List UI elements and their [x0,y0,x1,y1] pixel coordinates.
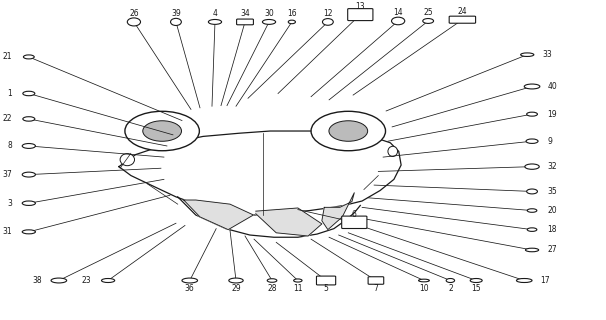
Text: 21: 21 [2,52,12,61]
Ellipse shape [527,112,538,116]
Text: 39: 39 [171,9,181,18]
Ellipse shape [288,20,296,24]
Text: 6: 6 [352,210,357,219]
Text: 20: 20 [548,206,558,215]
Text: 15: 15 [471,284,481,293]
Text: 2: 2 [448,284,453,293]
Ellipse shape [527,209,537,212]
Circle shape [143,121,182,141]
Ellipse shape [446,278,454,283]
Text: 36: 36 [185,284,195,293]
Ellipse shape [527,189,538,194]
Ellipse shape [419,279,430,282]
Text: 26: 26 [129,9,139,18]
Ellipse shape [294,279,302,282]
Text: 38: 38 [32,276,42,285]
FancyBboxPatch shape [236,19,253,25]
Text: 23: 23 [82,276,92,285]
Ellipse shape [267,279,277,282]
Text: 12: 12 [323,9,333,18]
Text: 3: 3 [7,199,12,208]
Text: 27: 27 [548,245,558,254]
Ellipse shape [525,164,539,169]
Ellipse shape [516,278,532,283]
Ellipse shape [51,278,67,283]
Ellipse shape [388,146,398,156]
Text: 35: 35 [548,187,558,196]
Ellipse shape [525,248,539,252]
Text: 1: 1 [7,89,12,98]
Ellipse shape [526,139,538,143]
Polygon shape [119,131,401,215]
Text: 33: 33 [543,50,553,59]
FancyBboxPatch shape [368,277,384,284]
Text: 34: 34 [240,9,250,18]
FancyBboxPatch shape [348,9,373,20]
Ellipse shape [322,19,333,25]
Text: 19: 19 [548,110,558,119]
Text: 32: 32 [548,162,558,171]
Text: 4: 4 [213,9,218,18]
Polygon shape [322,193,355,230]
Text: 8: 8 [7,141,12,150]
Text: 13: 13 [356,2,365,11]
Text: 22: 22 [2,115,12,124]
Text: 9: 9 [548,137,553,146]
Text: 28: 28 [267,284,277,293]
Ellipse shape [229,278,243,283]
Text: 40: 40 [548,82,558,91]
Polygon shape [178,197,361,237]
Ellipse shape [470,278,482,283]
FancyBboxPatch shape [342,216,367,228]
Ellipse shape [527,228,537,231]
Ellipse shape [101,278,115,283]
Ellipse shape [127,18,141,26]
Text: 24: 24 [458,7,467,16]
Text: 37: 37 [2,170,12,179]
Ellipse shape [170,18,181,26]
Ellipse shape [524,84,540,89]
Text: 29: 29 [231,284,241,293]
Circle shape [125,111,199,151]
Polygon shape [256,208,322,236]
Ellipse shape [391,17,405,25]
Ellipse shape [423,19,433,23]
Ellipse shape [23,91,35,96]
Ellipse shape [120,154,135,166]
Text: 11: 11 [293,284,302,293]
Polygon shape [184,200,253,230]
Ellipse shape [22,201,35,205]
Text: 25: 25 [424,8,433,17]
Ellipse shape [22,143,35,148]
Text: 14: 14 [393,8,403,17]
Ellipse shape [208,20,222,24]
Ellipse shape [182,278,198,283]
Circle shape [329,121,368,141]
Ellipse shape [262,20,276,24]
Text: 10: 10 [419,284,429,293]
Ellipse shape [22,230,35,234]
Text: 5: 5 [324,284,328,293]
Circle shape [311,111,385,151]
Ellipse shape [23,117,35,121]
Text: 31: 31 [2,227,12,236]
Ellipse shape [521,53,534,56]
Text: 17: 17 [540,276,550,285]
Ellipse shape [24,55,34,59]
FancyBboxPatch shape [316,276,336,285]
Text: 7: 7 [373,284,378,293]
Text: 30: 30 [264,9,274,18]
Text: 18: 18 [548,225,557,234]
FancyBboxPatch shape [449,16,476,23]
Ellipse shape [22,172,35,177]
Text: 16: 16 [287,9,297,18]
